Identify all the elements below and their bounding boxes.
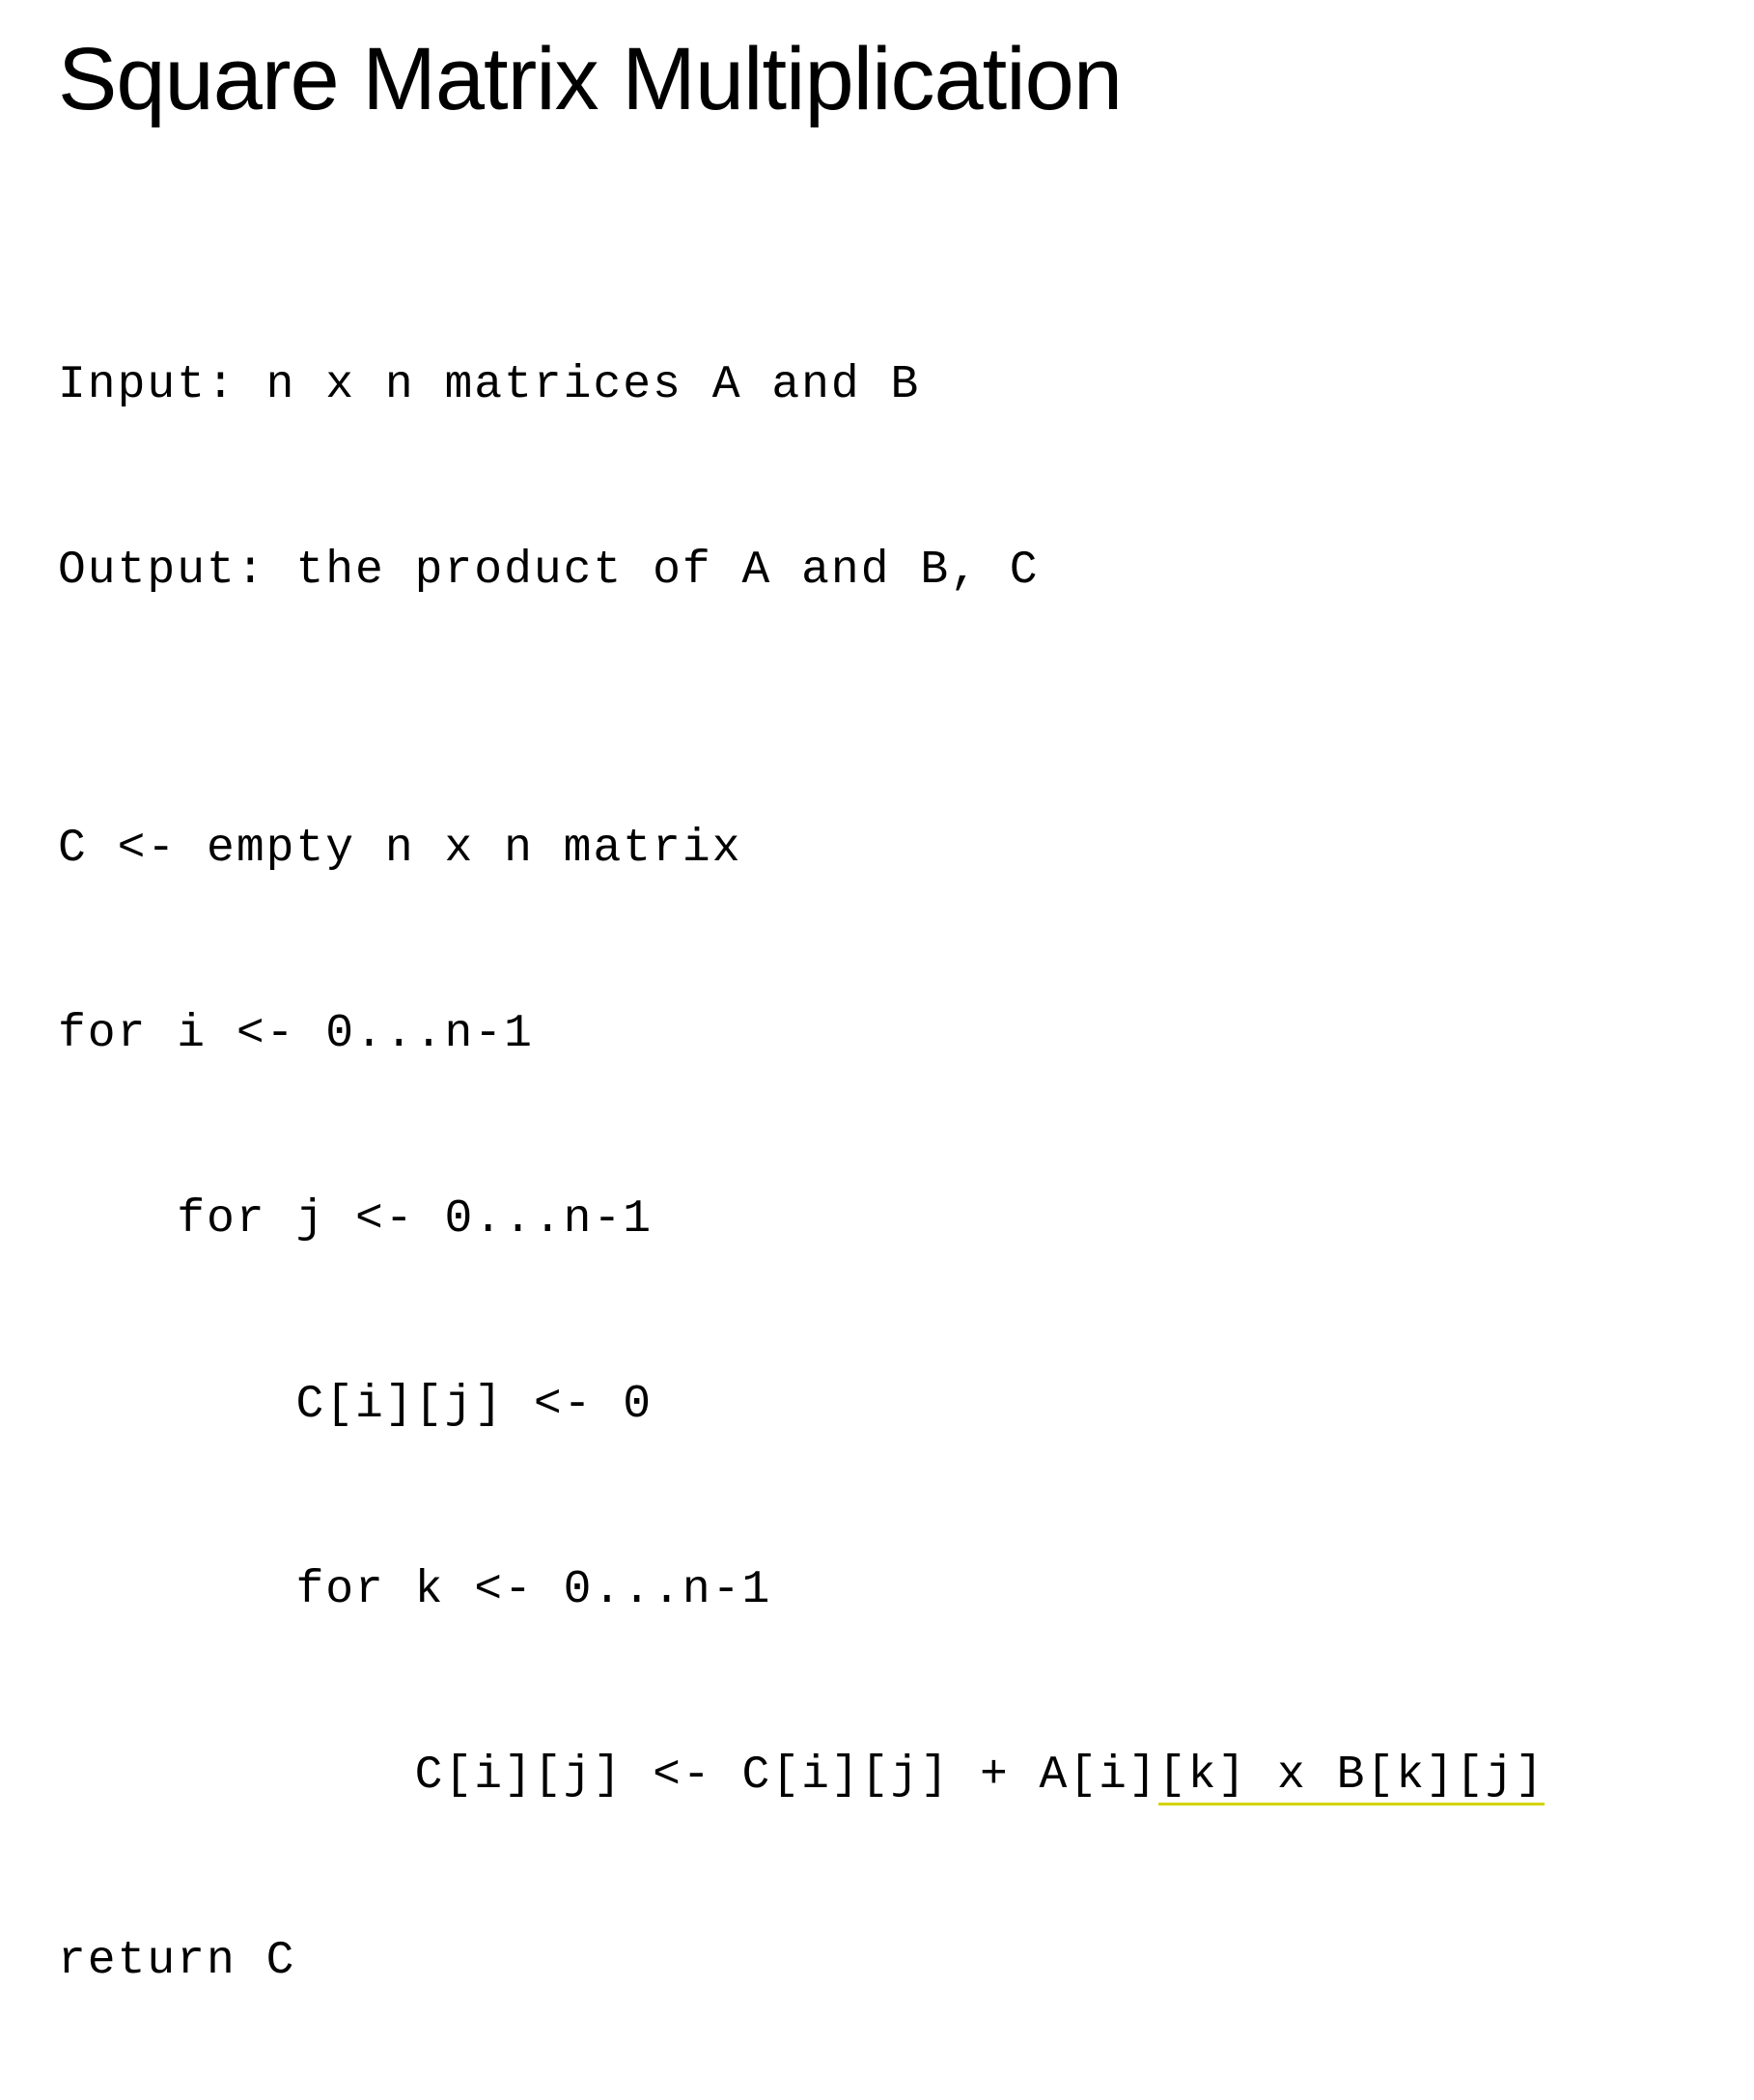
code-line-init: C <- empty n x n matrix bbox=[58, 802, 1696, 895]
code-line-input: Input: n x n matrices A and B bbox=[58, 339, 1696, 432]
code-line-output: Output: the product of A and B, C bbox=[58, 524, 1696, 617]
code-line-multiply: C[i][j] <- C[i][j] + A[i][k] x B[k][j] bbox=[58, 1729, 1696, 1822]
code-line-return: return C bbox=[58, 1915, 1696, 2007]
code-multiply-highlighted: [k] x B[k][j] bbox=[1158, 1750, 1545, 1806]
pseudocode-block: Input: n x n matrices A and B Output: th… bbox=[58, 246, 1696, 2100]
code-line-for-k: for k <- 0...n-1 bbox=[58, 1544, 1696, 1637]
slide-title: Square Matrix Multiplication bbox=[58, 29, 1696, 130]
code-line-for-i: for i <- 0...n-1 bbox=[58, 988, 1696, 1080]
code-line-zero: C[i][j] <- 0 bbox=[58, 1358, 1696, 1451]
code-line-for-j: for j <- 0...n-1 bbox=[58, 1173, 1696, 1266]
code-multiply-prefix: C[i][j] <- C[i][j] + A[i] bbox=[58, 1750, 1158, 1802]
